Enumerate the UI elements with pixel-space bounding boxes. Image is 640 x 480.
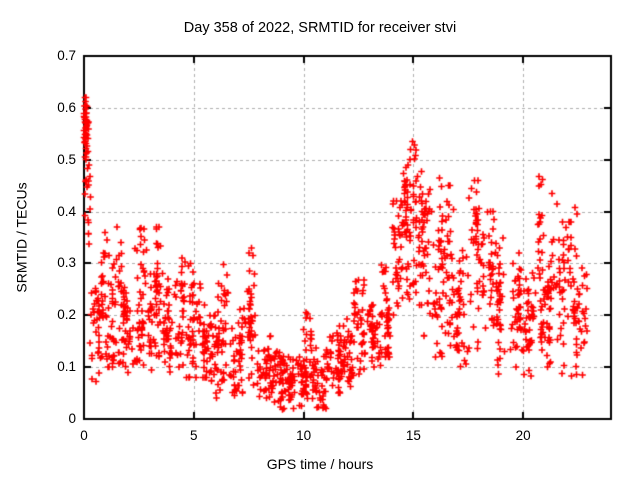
x-axis-label: GPS time / hours [266, 456, 374, 472]
chart-title: Day 358 of 2022, SRMTID for receiver stv… [183, 20, 457, 36]
y-axis-label: SRMTID / TECUs [13, 182, 30, 293]
